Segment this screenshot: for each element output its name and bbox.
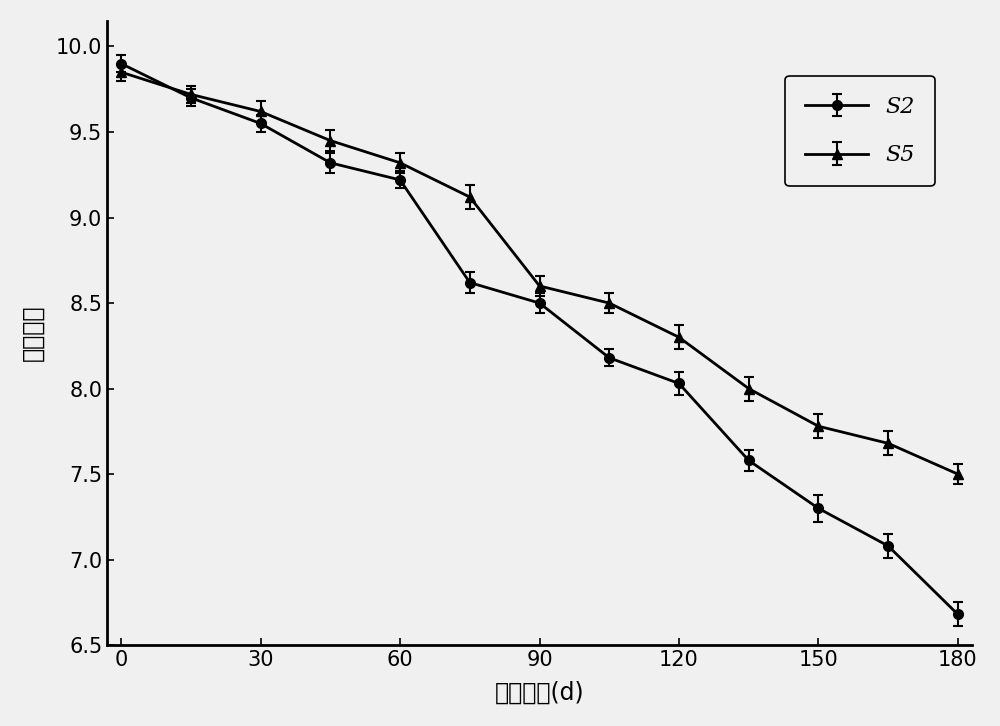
Legend: S2, S5: S2, S5 <box>785 76 935 187</box>
X-axis label: 购藏时间(d): 购藏时间(d) <box>495 681 584 705</box>
Y-axis label: 感官分値: 感官分値 <box>21 305 45 362</box>
